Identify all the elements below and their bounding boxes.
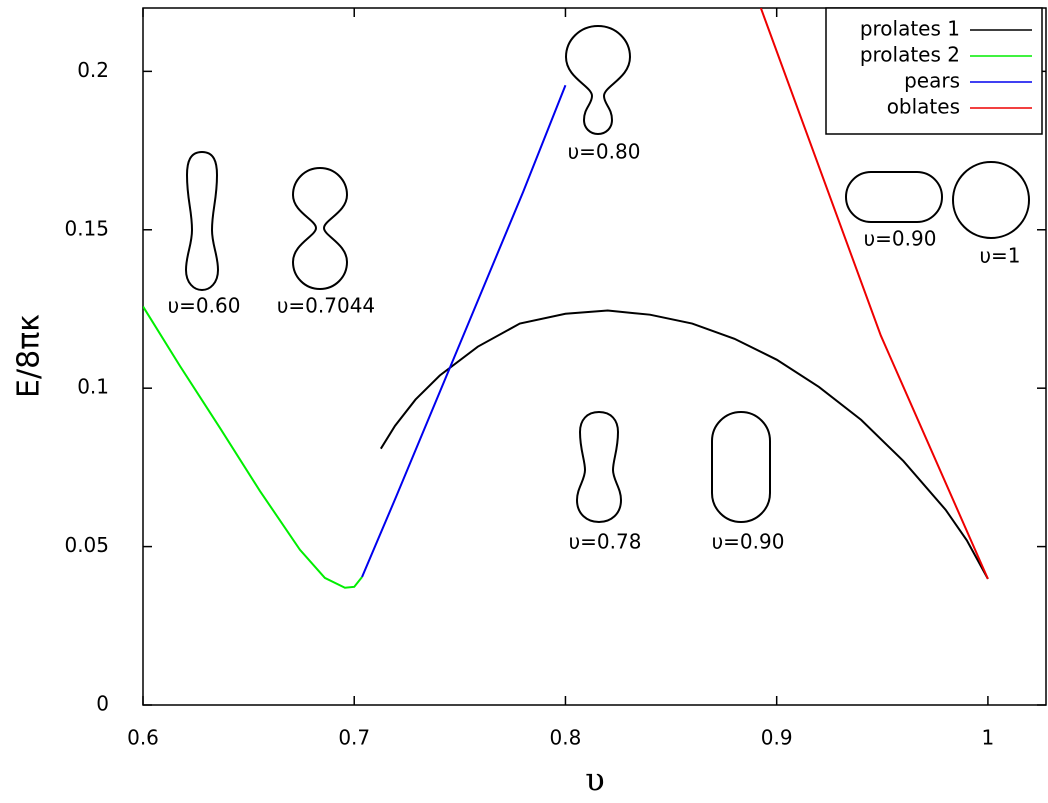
x-tick-label: 1 xyxy=(982,726,995,750)
series-line xyxy=(379,309,989,580)
legend-box xyxy=(825,7,1043,135)
legend-label: prolates 2 xyxy=(860,43,960,67)
annotation: υ=0.90 xyxy=(712,530,785,554)
y-tick-label: 0 xyxy=(96,692,109,716)
annotation: υ=0.60 xyxy=(168,294,241,318)
legend-label: oblates xyxy=(887,95,960,119)
x-tick-label: 0.9 xyxy=(761,726,793,750)
shape-oblate xyxy=(845,171,943,223)
shape-sphere xyxy=(952,161,1030,239)
y-axis-label: E/8πκ xyxy=(12,314,47,398)
legend-label: pears xyxy=(904,69,960,93)
annotation: υ=0.7044 xyxy=(277,294,375,318)
x-tick-label: 0.7 xyxy=(338,726,370,750)
annotation: υ=0.78 xyxy=(569,530,642,554)
y-tick-label: 0.2 xyxy=(77,58,109,82)
series-line xyxy=(361,84,567,578)
shape-prolate xyxy=(711,411,771,523)
shape-060 xyxy=(184,150,220,292)
annotation: υ=1 xyxy=(979,244,1020,268)
annotation: υ=0.80 xyxy=(568,140,641,164)
plot-frame xyxy=(142,7,1047,706)
y-tick-label: 0.15 xyxy=(64,216,109,240)
x-tick-label: 0.6 xyxy=(127,726,159,750)
y-tick-label: 0.1 xyxy=(77,375,109,399)
shape-078 xyxy=(575,410,623,524)
series-line xyxy=(759,8,989,580)
shape-07044 xyxy=(291,166,349,291)
plot-area xyxy=(143,8,989,589)
x-tick-label: 0.8 xyxy=(550,726,582,750)
shape-pear xyxy=(564,24,632,136)
legend-label: prolates 1 xyxy=(860,17,960,41)
y-tick-label: 0.05 xyxy=(64,533,109,557)
x-axis-label: υ xyxy=(585,761,604,799)
series-line xyxy=(143,305,363,589)
annotation: υ=0.90 xyxy=(864,227,937,251)
